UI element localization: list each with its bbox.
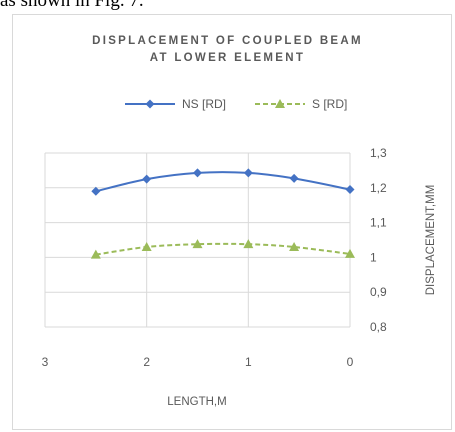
data-point xyxy=(192,239,203,249)
data-point xyxy=(289,173,299,183)
y-tick-label: 1 xyxy=(370,250,377,264)
legend-marker xyxy=(275,99,285,108)
data-point xyxy=(345,185,355,195)
x-axis-label: LENGTH,M xyxy=(167,396,226,408)
series-line xyxy=(95,242,351,256)
data-point xyxy=(193,168,202,178)
y-tick-label: 1,2 xyxy=(370,181,387,195)
data-point xyxy=(141,241,152,251)
x-tick-label: 0 xyxy=(347,355,354,369)
data-point xyxy=(91,186,101,196)
y-axis-label: DISPLACEMENT,MM xyxy=(425,185,437,296)
y-tick-label: 1,1 xyxy=(370,216,387,230)
y-tick-label: 0,9 xyxy=(370,285,387,299)
data-point xyxy=(243,168,253,178)
y-tick-label: 0,8 xyxy=(370,320,387,334)
data-point xyxy=(142,174,152,184)
x-tick-label: 3 xyxy=(42,355,49,369)
data-point xyxy=(345,248,355,258)
data-point xyxy=(90,249,101,259)
chart-frame xyxy=(12,14,452,430)
series-line xyxy=(95,171,351,193)
chart-title-line2: AT LOWER ELEMENT xyxy=(149,52,306,64)
y-tick-label: 1,3 xyxy=(370,146,387,160)
x-tick-label: 1 xyxy=(245,355,252,369)
x-tick-label: 2 xyxy=(143,355,150,369)
page-caption-fragment: as shown in Fig. 7. xyxy=(0,0,144,11)
legend-label: S [RD] xyxy=(312,97,347,111)
legend-label: NS [RD] xyxy=(182,97,226,111)
data-point xyxy=(243,239,254,249)
legend-marker xyxy=(145,99,155,109)
data-point xyxy=(289,241,300,251)
chart-title-line1: DISPLACEMENT OF COUPLED BEAM xyxy=(92,35,363,47)
